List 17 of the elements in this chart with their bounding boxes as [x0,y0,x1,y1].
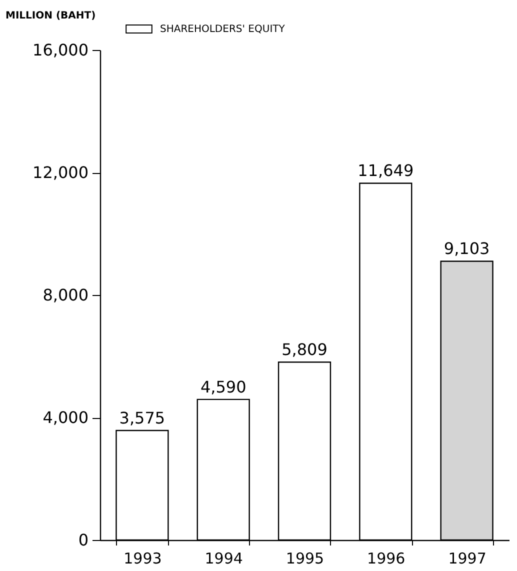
x-tick-label: 1997 [448,550,486,568]
x-tick-label: 1994 [204,550,243,568]
y-tick-label: 16,000 [32,40,88,60]
x-tick-label: 1995 [286,550,324,568]
y-axis-title: MILLION (BAHT) [6,10,96,22]
y-tick-label: 0 [78,530,88,550]
y-tick-label: 8,000 [42,286,88,304]
x-tick-label: 1993 [124,550,162,568]
data-label: 11,649 [358,161,414,180]
legend-label: SHAREHOLDERS' EQUITY [160,24,286,35]
x-tick-label: 1996 [367,550,406,568]
data-label: 9,103 [444,239,490,258]
data-label: 4,590 [200,377,246,396]
data-label: 5,809 [282,340,328,360]
y-tick-label: 12,000 [32,163,88,182]
data-label: 3,575 [119,408,166,428]
y-tick-label: 4,000 [42,408,88,427]
